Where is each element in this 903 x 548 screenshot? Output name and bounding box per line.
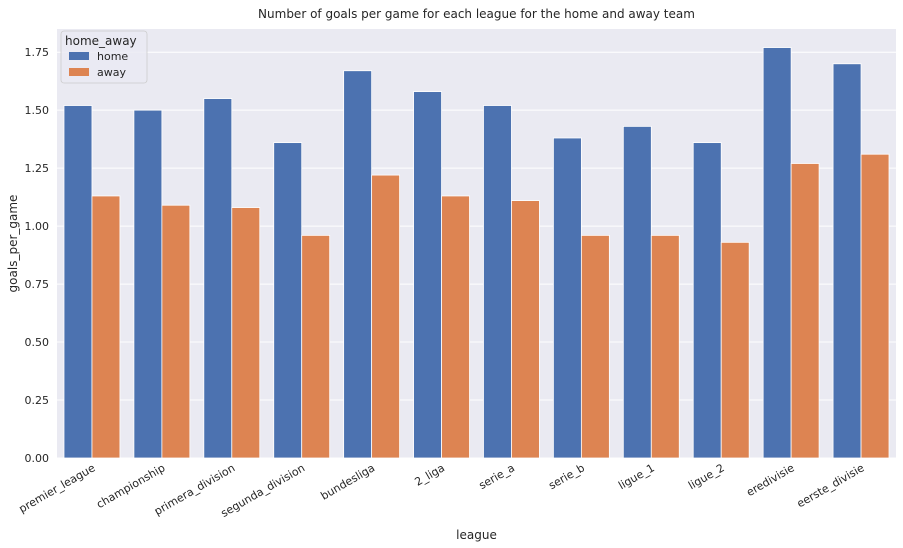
bar-away-premier_league [91, 195, 121, 459]
bar-away-serie_b [580, 234, 610, 459]
bar-away-segunda_division [301, 234, 331, 459]
x-tick-label: 2_liga [413, 461, 448, 488]
y-tick-label: 1.25 [25, 162, 50, 175]
legend: home_away home away [60, 30, 148, 84]
bar-home-serie_a [483, 105, 512, 459]
plot-background [57, 29, 896, 458]
x-tick-label: ligue_2 [686, 461, 727, 492]
x-tick-label: serie_a [477, 461, 517, 492]
legend-label-away: away [97, 66, 126, 79]
grid-lines [57, 51, 896, 459]
x-tick-label: premier_league [17, 461, 98, 515]
legend-label-home: home [97, 50, 128, 63]
bar-home-eredivisie [762, 47, 792, 459]
bar-home-2_liga [413, 91, 442, 459]
bar-home-primera_division [203, 98, 233, 459]
x-tick-label: eerste_divisie [795, 461, 867, 510]
bar-home-championship [133, 109, 163, 459]
y-axis-label: goals_per_game [6, 195, 20, 293]
bar-home-serie_b [553, 137, 582, 459]
legend-swatch-away [69, 68, 89, 76]
x-tick-label: eredivisie [744, 461, 797, 499]
y-tick-label: 0.75 [25, 278, 50, 291]
bars [63, 47, 890, 459]
y-tick-label: 1.00 [25, 220, 50, 233]
y-tick-label: 1.75 [25, 46, 50, 59]
chart-title: Number of goals per game for each league… [258, 7, 695, 21]
x-tick-label: bundesliga [318, 461, 377, 502]
bar-home-bundesliga [343, 70, 373, 459]
y-tick-label: 0.25 [25, 394, 50, 407]
x-axis-ticks: premier_leaguechampionshipprimera_divisi… [17, 461, 867, 520]
bar-away-eredivisie [790, 163, 820, 459]
bar-away-eerste_divisie [860, 153, 890, 459]
legend-title: home_away [65, 34, 137, 48]
legend-swatch-home [69, 52, 89, 60]
bar-away-ligue_2 [720, 241, 750, 459]
bar-away-championship [161, 204, 191, 459]
bar-home-eerste_divisie [832, 63, 862, 459]
bar-home-ligue_2 [692, 142, 722, 459]
bar-home-premier_league [63, 105, 93, 459]
bar-away-primera_division [231, 207, 261, 459]
bar-home-segunda_division [273, 142, 303, 459]
bar-home-ligue_1 [622, 125, 652, 459]
x-axis-label: league [456, 528, 497, 542]
y-tick-label: 0.50 [25, 336, 50, 349]
bar-away-ligue_1 [650, 234, 680, 459]
bar-away-serie_a [511, 200, 540, 459]
x-tick-label: ligue_1 [616, 461, 657, 492]
y-tick-label: 1.50 [25, 104, 50, 117]
y-tick-label: 0.00 [25, 452, 50, 465]
y-axis-ticks: 0.00 0.25 0.50 0.75 1.00 1.25 1.50 1.75 [25, 46, 50, 465]
bar-away-2_liga [441, 195, 470, 459]
bar-away-bundesliga [371, 174, 400, 459]
x-tick-label: serie_b [546, 461, 587, 492]
